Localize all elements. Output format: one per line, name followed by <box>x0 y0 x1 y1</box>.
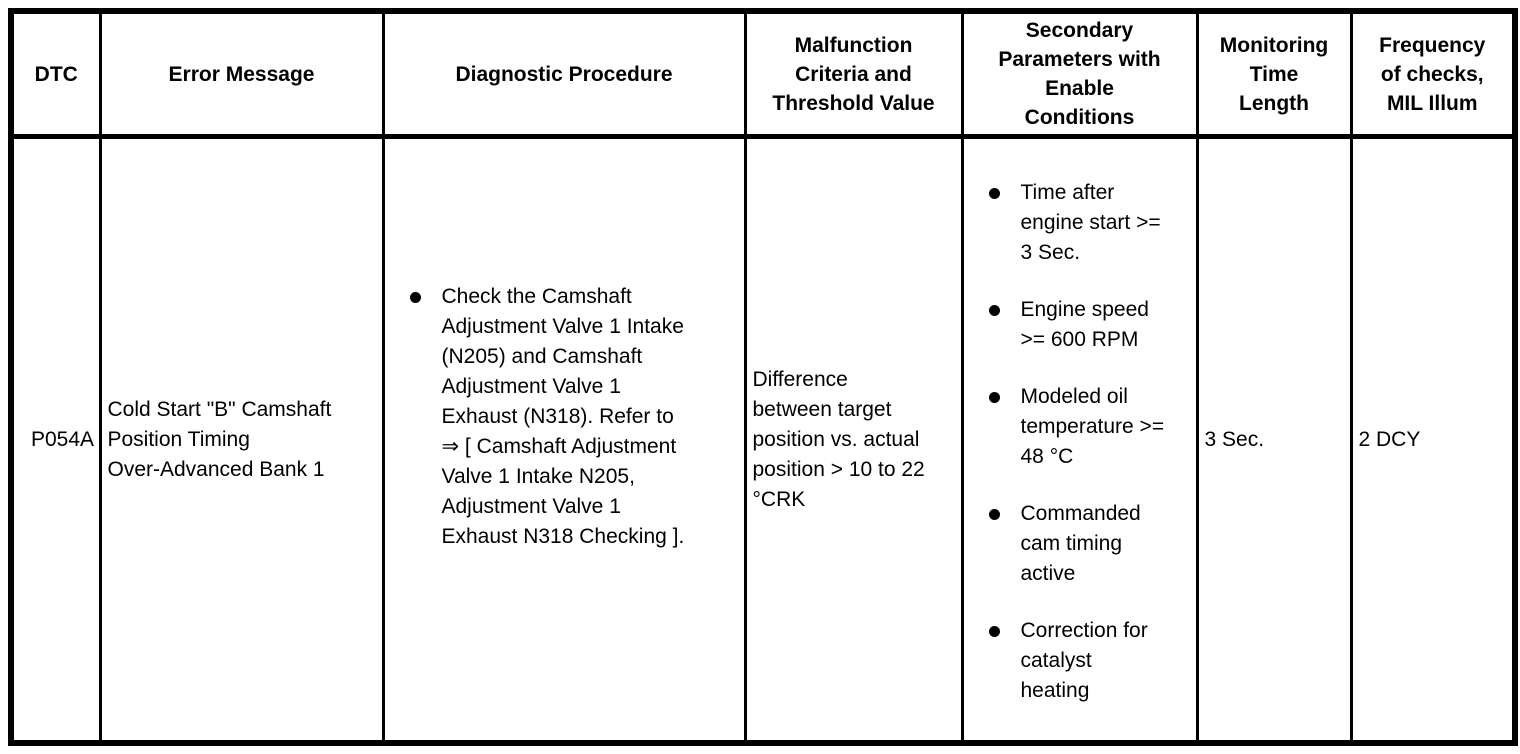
cell-frequency-of-checks: 2 DCY <box>1349 135 1517 745</box>
bullet-icon <box>988 188 1000 199</box>
column-header-frequency-of-checks: Frequency of checks, MIL Illum <box>1349 9 1517 139</box>
cell-secondary-parameters: Time after engine start >= 3 Sec. Engine… <box>960 135 1199 745</box>
column-header-dtc: DTC <box>9 9 102 139</box>
secondary-parameter-item: Correction for catalyst heating <box>965 616 1194 706</box>
header-row: DTC Error Message Diagnostic Procedure M… <box>9 9 1517 139</box>
secondary-parameter-item: Modeled oil temperature >= 48 °C <box>965 382 1194 472</box>
bullet-icon <box>988 509 1000 520</box>
diagnostic-procedure-text: Check the Camshaft Adjustment Valve 1 In… <box>441 285 685 548</box>
bullet-icon <box>988 305 1000 316</box>
cell-diagnostic-procedure: Check the Camshaft Adjustment Valve 1 In… <box>381 135 747 745</box>
secondary-parameter-text: Modeled oil temperature >= 48 °C <box>1020 385 1165 468</box>
table-row: P054A Cold Start "B" Camshaft Position T… <box>9 135 1517 745</box>
column-header-malfunction-criteria: Malfunction Criteria and Threshold Value <box>743 9 964 139</box>
secondary-parameter-text: Commanded cam timing active <box>1020 502 1141 585</box>
cell-dtc-code: P054A <box>9 135 102 745</box>
column-header-error-message: Error Message <box>98 9 385 139</box>
secondary-parameter-item: Engine speed >= 600 RPM <box>965 295 1194 355</box>
column-header-secondary-parameters: Secondary Parameters with Enable Conditi… <box>960 9 1199 139</box>
secondary-parameter-text: Correction for catalyst heating <box>1020 619 1148 702</box>
diagnostic-procedure-item: Check the Camshaft Adjustment Valve 1 In… <box>386 282 742 552</box>
secondary-parameter-item: Time after engine start >= 3 Sec. <box>965 178 1194 268</box>
secondary-parameter-text: Time after engine start >= 3 Sec. <box>1020 181 1161 264</box>
secondary-parameter-item: Commanded cam timing active <box>965 499 1194 589</box>
cell-error-message: Cold Start "B" Camshaft Position Timing … <box>98 135 385 745</box>
cell-malfunction-criteria: Difference between target position vs. a… <box>743 135 964 745</box>
secondary-parameter-text: Engine speed >= 600 RPM <box>1020 298 1149 351</box>
diagnostic-procedure-list: Check the Camshaft Adjustment Valve 1 In… <box>386 282 742 552</box>
column-header-monitoring-time: Monitoring Time Length <box>1195 9 1353 139</box>
bullet-icon <box>988 392 1000 403</box>
cell-monitoring-time: 3 Sec. <box>1195 135 1353 745</box>
secondary-parameters-list: Time after engine start >= 3 Sec. Engine… <box>965 178 1194 706</box>
dtc-diagnostic-table: DTC Error Message Diagnostic Procedure M… <box>8 8 1518 746</box>
bullet-icon <box>988 626 1000 637</box>
bullet-icon <box>409 292 421 303</box>
column-header-diagnostic-procedure: Diagnostic Procedure <box>381 9 747 139</box>
